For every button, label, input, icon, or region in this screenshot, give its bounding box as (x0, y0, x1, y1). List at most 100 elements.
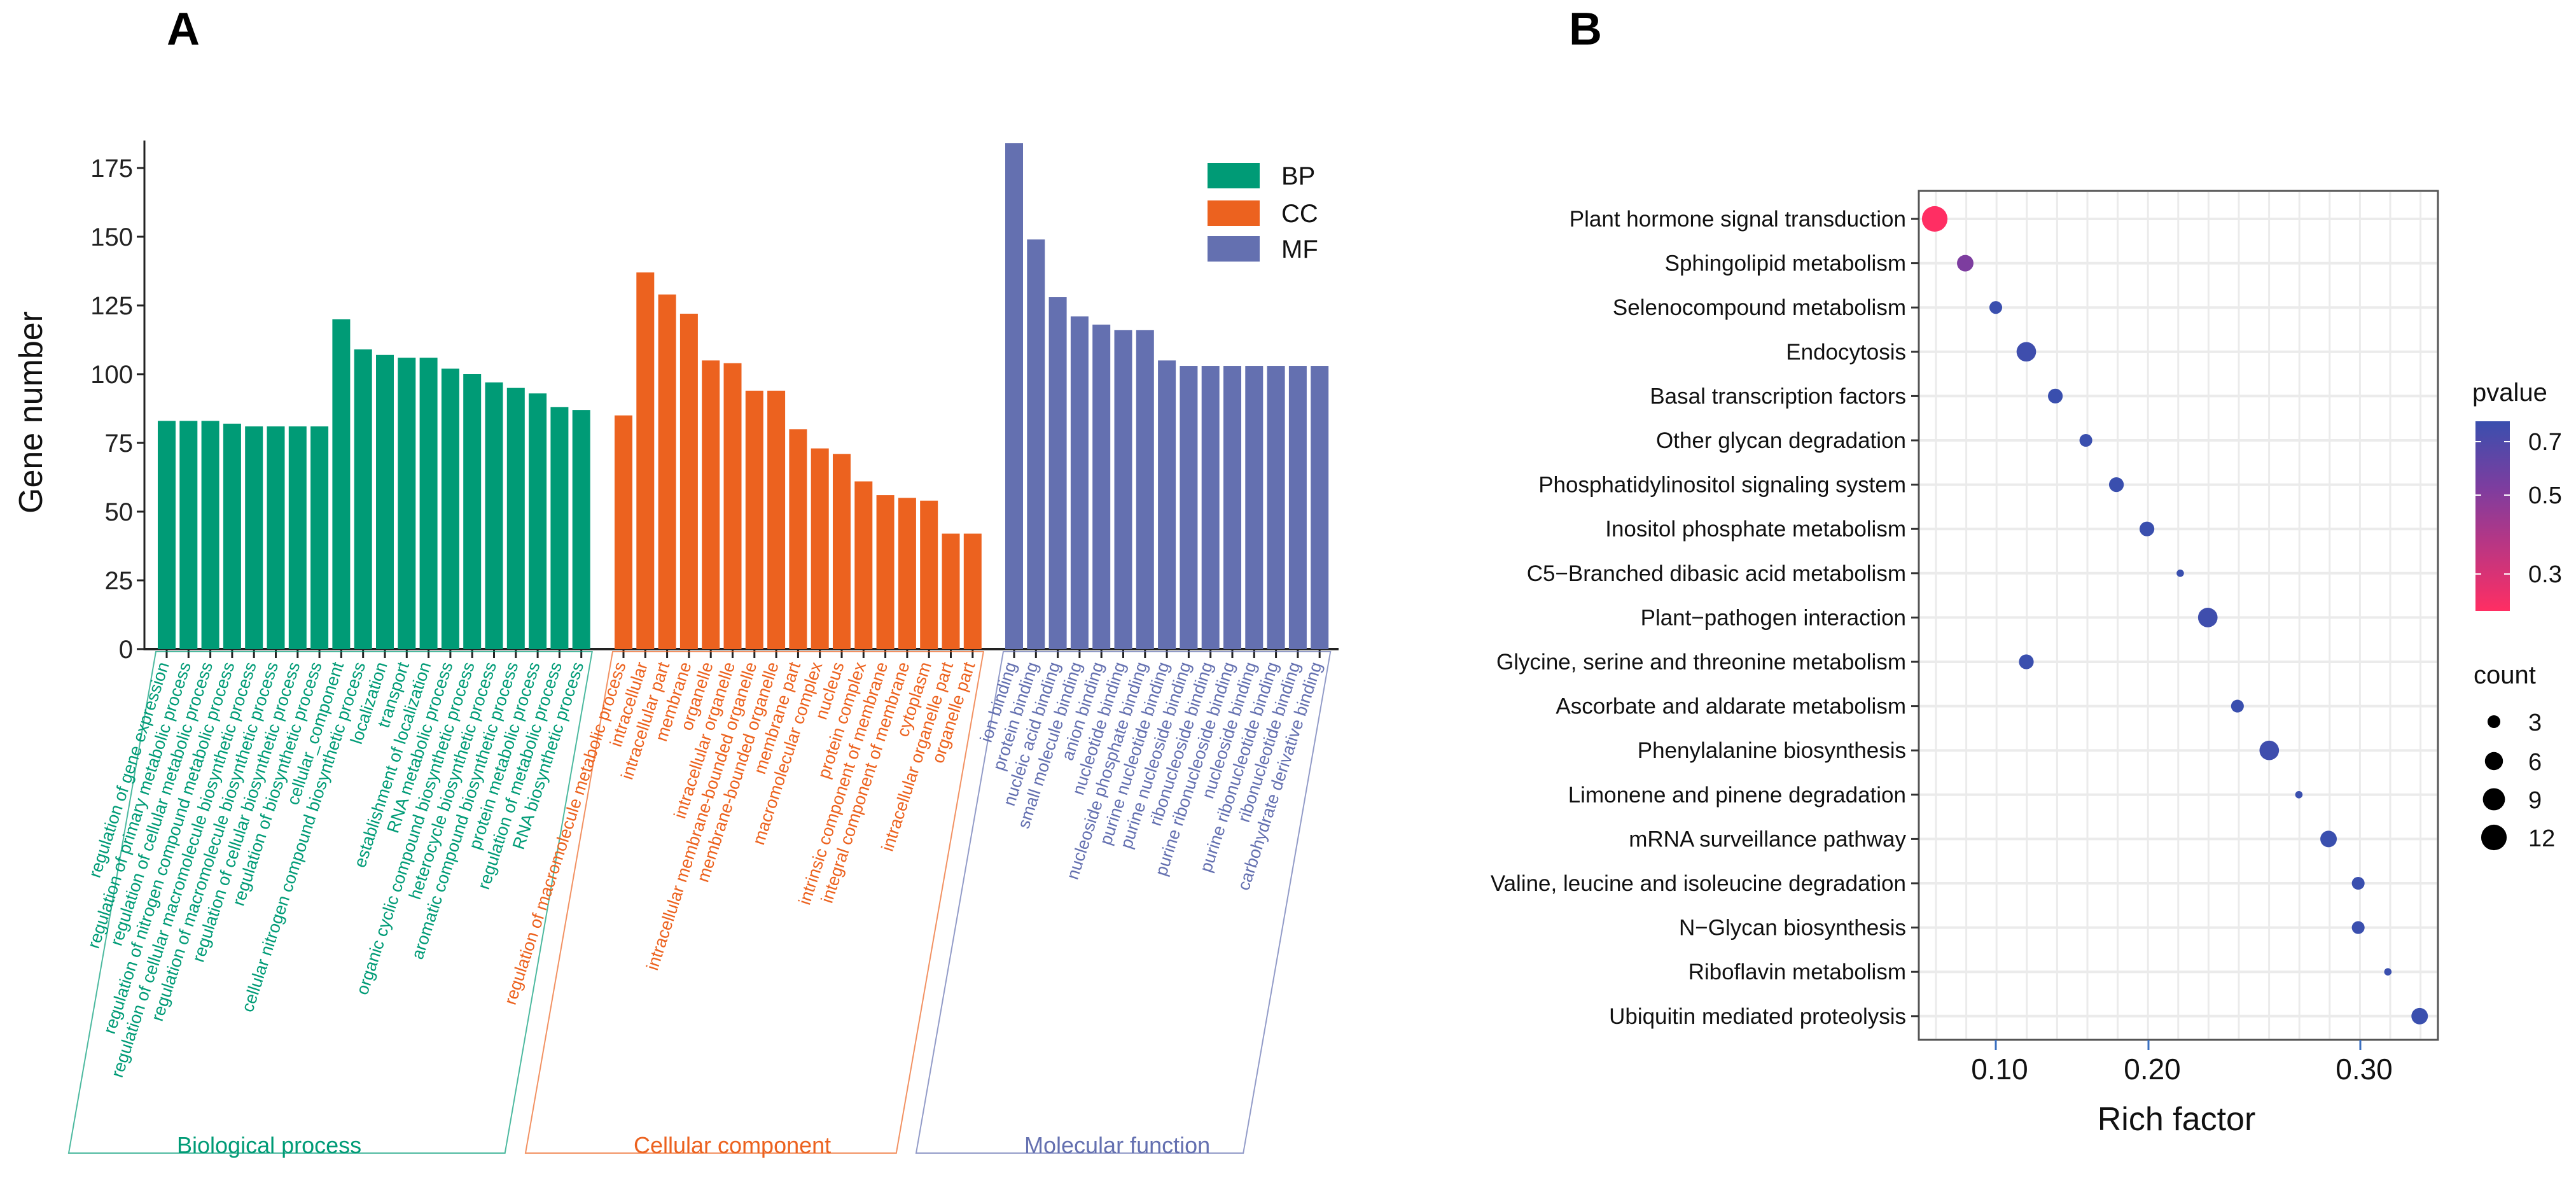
group-bracket-cc (524, 651, 984, 1154)
bubble (2231, 699, 2244, 713)
count-legend-dot (2482, 788, 2505, 811)
bar-bp (376, 354, 394, 649)
panel-label-a: A (167, 4, 200, 55)
y-tick-label: 150 (90, 223, 133, 251)
pathway-label: Phenylalanine biosynthesis (1638, 738, 1906, 763)
pathway-label: mRNA surveillance pathway (1629, 827, 1906, 851)
y-tick-label: 100 (90, 361, 133, 389)
pathway-label: Sphingolipid metabolism (1665, 251, 1906, 276)
bar-cc (636, 272, 655, 649)
bubble (2411, 1007, 2428, 1025)
bubble (2351, 921, 2365, 934)
bar-bp (245, 426, 263, 649)
bubble (1921, 206, 1948, 232)
pathway-label: Plant hormone signal transduction (1570, 207, 1906, 232)
bar-cc (876, 495, 895, 649)
y-tick-label: 50 (105, 498, 134, 526)
count-legend-dot (2481, 824, 2507, 851)
bar-cc (789, 429, 807, 649)
bar-bp (441, 368, 459, 649)
count-legend-label: 6 (2528, 749, 2542, 776)
legend-swatch-bp (1208, 163, 1260, 188)
pathway-label: Inositol phosphate metabolism (1605, 517, 1906, 542)
bar-mf (1005, 143, 1023, 649)
bar-cc (679, 313, 698, 650)
bar-mf (1158, 360, 1176, 649)
bubble (2079, 433, 2092, 447)
bar-cc (615, 415, 632, 649)
count-legend-title: count (2474, 661, 2536, 689)
pathway-label: C5−Branched dibasic acid metabolism (1527, 561, 1906, 586)
bar-bp (550, 407, 569, 649)
legend-label-bp: BP (1281, 162, 1315, 190)
bar-bp (506, 388, 525, 649)
bar-mf (1136, 330, 1154, 649)
count-legend-label: 3 (2528, 710, 2542, 736)
bar-mf (1267, 366, 1285, 649)
bar-bp (310, 426, 329, 649)
pvalue-colorbar (2475, 421, 2510, 611)
bar-bp (419, 358, 438, 649)
bar-cc (942, 533, 960, 649)
panel-label-b: B (1569, 4, 1602, 55)
bar-cc (767, 390, 786, 649)
bar-mf (1114, 330, 1132, 649)
bar-mf (1092, 325, 1111, 649)
bar-mf (1070, 316, 1089, 649)
count-legend-label: 9 (2528, 787, 2542, 814)
legend-label-mf: MF (1281, 235, 1318, 263)
pathway-label: Basal transcription factors (1650, 384, 1906, 409)
legend-swatch-cc (1208, 200, 1260, 226)
y-tick-label: 125 (90, 292, 133, 320)
x-tick-label: 0.30 (2336, 1053, 2393, 1086)
y-tick-label: 0 (119, 636, 133, 664)
bar-mf (1288, 366, 1307, 649)
bar-bp (158, 421, 176, 649)
bar-mf (1027, 239, 1045, 649)
bubble (2019, 654, 2034, 669)
y-axis-title: Gene number (13, 311, 50, 514)
bubble (2109, 477, 2124, 493)
bubble (2384, 968, 2392, 976)
pathway-label: Selenocompound metabolism (1613, 295, 1906, 320)
bar-bp (179, 421, 198, 649)
bar-mf (1201, 366, 1220, 649)
kegg-bubble-chart: Plant hormone signal transduction Sphingo… (1491, 190, 2562, 1138)
count-legend-label: 12 (2528, 825, 2555, 852)
pathway-label: Ubiquitin mediated proteolysis (1609, 1004, 1906, 1029)
bar-mf (1311, 366, 1329, 649)
y-tick-label: 175 (90, 155, 133, 183)
x-tick-label: 0.20 (2124, 1053, 2181, 1086)
bar-bp (267, 426, 285, 649)
bar-bp (463, 374, 482, 649)
pathway-label: Endocytosis (1786, 340, 1906, 365)
y-tick-label: 25 (105, 567, 134, 595)
group-label-cc: Cellular component (634, 1132, 831, 1158)
y-tick-label: 75 (105, 430, 134, 458)
bar-bp (332, 319, 351, 650)
colorbar-label: 0.7 (2528, 429, 2562, 456)
bar-cc (658, 294, 676, 650)
bar-bp (288, 426, 307, 649)
bar-cc (745, 390, 763, 649)
bubble (2140, 521, 2155, 536)
group-bracket-bp (67, 651, 593, 1154)
bar-mf (1245, 366, 1264, 649)
bar-cc (963, 533, 982, 649)
bar-bp (398, 358, 416, 649)
colorbar-label: 0.3 (2528, 561, 2562, 588)
bar-mf (1180, 366, 1198, 649)
bar-bp (485, 382, 503, 649)
bubble (2197, 608, 2218, 627)
bar-cc (898, 498, 916, 649)
bar-bp (572, 410, 590, 649)
bar-cc (702, 360, 720, 649)
group-label-bp: Biological process (177, 1132, 361, 1158)
bubble (1957, 255, 1974, 272)
pathway-label: Limonene and pinene degradation (1568, 783, 1906, 808)
bar-cc (920, 500, 938, 649)
bar-bp (354, 349, 372, 649)
legend-swatch-mf (1208, 236, 1260, 262)
pathway-label: Ascorbate and aldarate metabolism (1556, 694, 1906, 719)
